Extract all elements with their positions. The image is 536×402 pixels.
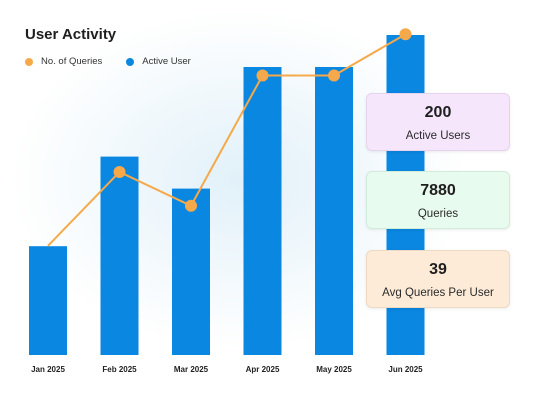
bar-may-2025[interactable] bbox=[315, 67, 353, 355]
queries-card: 7880 Queries bbox=[366, 171, 510, 229]
avg-queries-value: 39 bbox=[429, 261, 447, 278]
legend-dot-active-user bbox=[126, 57, 135, 66]
legend-dot-queries bbox=[25, 57, 33, 66]
bar-apr-2025[interactable] bbox=[243, 67, 282, 355]
chart-legend: No. of Queries Active User bbox=[25, 56, 215, 67]
bar-jan-2025[interactable] bbox=[29, 246, 67, 355]
x-tick-label: Mar 2025 bbox=[174, 365, 209, 374]
legend-item-queries[interactable]: No. of Queries bbox=[25, 56, 102, 67]
x-tick-label: Apr 2025 bbox=[246, 365, 280, 374]
queries-label: Queries bbox=[417, 208, 459, 220]
queries-value: 7880 bbox=[420, 182, 456, 199]
active-users-label: Active Users bbox=[405, 130, 471, 142]
point-jun-2025[interactable] bbox=[399, 28, 412, 41]
queries-line bbox=[47, 33, 407, 247]
bar-feb-2025[interactable] bbox=[100, 156, 139, 355]
active-users-value: 200 bbox=[424, 104, 452, 121]
legend-item-active-user[interactable]: Active User bbox=[126, 56, 191, 67]
point-feb-2025[interactable] bbox=[113, 165, 126, 178]
point-apr-2025[interactable] bbox=[256, 69, 269, 82]
x-tick-label: May 2025 bbox=[316, 365, 352, 374]
legend-label-active-user: Active User bbox=[142, 56, 191, 67]
point-mar-2025[interactable] bbox=[185, 199, 197, 212]
legend-label-queries: No. of Queries bbox=[41, 56, 103, 67]
x-tick-label: Jun 2025 bbox=[388, 365, 423, 374]
x-tick-label: Feb 2025 bbox=[102, 365, 137, 374]
x-tick-label: Jan 2025 bbox=[31, 365, 65, 374]
chart-title: User Activity bbox=[25, 26, 117, 43]
point-may-2025[interactable] bbox=[328, 69, 340, 82]
bar-mar-2025[interactable] bbox=[172, 188, 210, 355]
avg-queries-card: 39 Avg Queries Per User bbox=[366, 250, 510, 308]
avg-queries-label: Avg Queries Per User bbox=[382, 287, 494, 299]
active-users-card: 200 Active Users bbox=[366, 93, 510, 151]
